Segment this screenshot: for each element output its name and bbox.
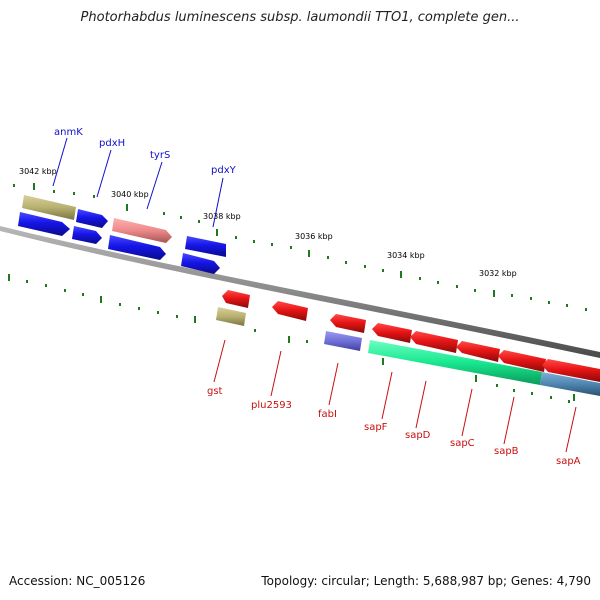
gene-sapF-arrow[interactable] bbox=[372, 323, 412, 343]
map-title: Photorhabdus luminescens subsp. laumondi… bbox=[80, 10, 520, 25]
reverse-strand-genes bbox=[216, 290, 600, 396]
gene-label-pdxY[interactable]: pdxY bbox=[211, 165, 237, 176]
gene-plu2593-arrow[interactable] bbox=[272, 301, 308, 321]
gene-tyrS-arrow[interactable] bbox=[108, 235, 166, 260]
gene-pdxH-arrow-lower[interactable] bbox=[72, 226, 102, 244]
gene-label-sapD[interactable]: sapD bbox=[405, 430, 431, 441]
gene-label-fabI[interactable]: fabI bbox=[318, 409, 337, 420]
gene-label-sapC[interactable]: sapC bbox=[450, 438, 475, 449]
scale-label: 3040 kbp bbox=[111, 190, 149, 199]
gene-sap-operon-steel[interactable] bbox=[540, 372, 600, 396]
bottom-gene-labels: gst plu2593 fabI sapF sapD sapC sapB sap… bbox=[207, 386, 581, 467]
top-gene-labels: anmK pdxH tyrS pdxY bbox=[54, 127, 237, 176]
top-label-leaders bbox=[52, 137, 224, 228]
gene-sapB-arrow[interactable] bbox=[498, 350, 546, 372]
gene-anmK-olive[interactable] bbox=[22, 195, 76, 220]
bottom-label-leaders bbox=[213, 339, 577, 453]
scale-labels: 3042 kbp 3040 kbp 3038 kbp 3036 kbp 3034… bbox=[19, 167, 517, 278]
gene-label-sapA[interactable]: sapA bbox=[556, 456, 581, 467]
gene-label-sapB[interactable]: sapB bbox=[494, 446, 519, 457]
gene-label-anmK[interactable]: anmK bbox=[54, 127, 83, 138]
genome-summary: Topology: circular; Length: 5,688,987 bp… bbox=[261, 574, 591, 588]
scale-label: 3032 kbp bbox=[479, 269, 517, 278]
gene-gst-arrow[interactable] bbox=[222, 290, 250, 308]
scale-label: 3036 kbp bbox=[295, 232, 333, 241]
gene-label-tyrS[interactable]: tyrS bbox=[150, 150, 170, 161]
accession-label: Accession: NC_005126 bbox=[9, 574, 146, 588]
gene-fabI-purple[interactable] bbox=[324, 331, 362, 351]
gene-sap-operon-green[interactable] bbox=[368, 340, 542, 385]
gene-sapD-arrow[interactable] bbox=[410, 331, 458, 353]
gene-label-pdxH[interactable]: pdxH bbox=[99, 138, 125, 149]
scale-ticks-bottom bbox=[8, 274, 575, 403]
genome-backbone bbox=[0, 226, 600, 358]
gene-anmK-arrow[interactable] bbox=[18, 212, 70, 236]
gene-sapC-arrow[interactable] bbox=[456, 341, 500, 362]
gene-label-sapF[interactable]: sapF bbox=[364, 422, 388, 433]
gene-pdxY-arrow-upper[interactable] bbox=[185, 236, 226, 257]
forward-strand-genes bbox=[18, 195, 226, 274]
gene-pdxY-arrow-lower[interactable] bbox=[181, 253, 220, 274]
gene-fabI-arrow[interactable] bbox=[330, 314, 366, 333]
scale-label: 3034 kbp bbox=[387, 251, 425, 260]
gene-tyrS-pink[interactable] bbox=[112, 218, 172, 243]
scale-ticks-top bbox=[13, 183, 587, 311]
gene-sapA-arrow[interactable] bbox=[542, 359, 600, 382]
gene-label-gst[interactable]: gst bbox=[207, 386, 223, 397]
scale-label: 3038 kbp bbox=[203, 212, 241, 221]
scale-label: 3042 kbp bbox=[19, 167, 57, 176]
gene-pdxH-arrow-upper[interactable] bbox=[76, 209, 108, 228]
gene-gst-olive[interactable] bbox=[216, 307, 246, 326]
gene-label-plu2593[interactable]: plu2593 bbox=[251, 400, 292, 411]
